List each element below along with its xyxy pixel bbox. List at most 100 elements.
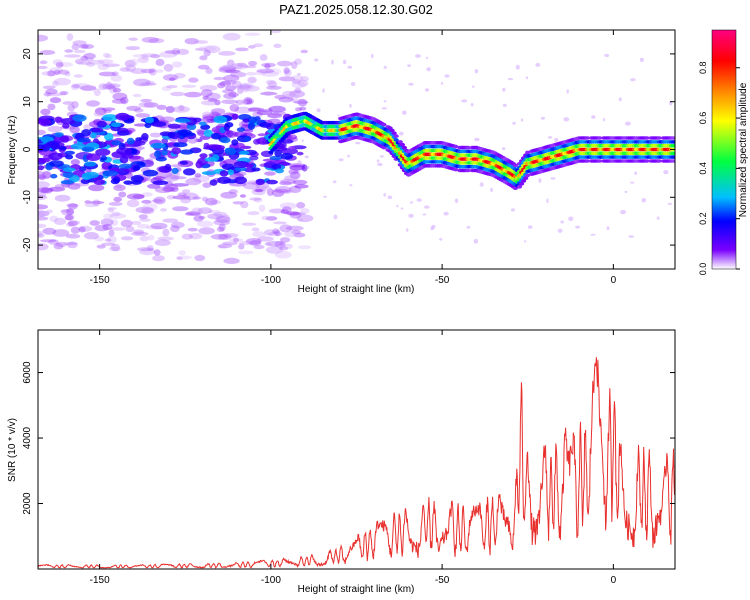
heatmap-cell	[618, 97, 622, 102]
heatmap-cell	[155, 69, 164, 73]
heatmap-cell	[216, 226, 225, 232]
heatmap-cell	[76, 61, 92, 65]
heatmap-cell	[291, 61, 298, 69]
heatmap-cells	[38, 30, 675, 264]
heatmap-cell	[405, 228, 409, 232]
heatmap-cell	[137, 224, 150, 229]
heatmap-cell	[263, 242, 272, 247]
heatmap-cell	[107, 207, 117, 210]
colorbar-label: Normalized spectral amplitude	[738, 82, 749, 217]
heatmap-cell	[264, 91, 273, 96]
heatmap-cell	[108, 246, 121, 252]
heatmap-cell	[244, 98, 255, 105]
heatmap-cell	[443, 211, 449, 216]
heatmap-cell	[221, 80, 237, 85]
heatmap-cell	[159, 51, 177, 58]
heatmap-cell	[280, 209, 289, 215]
heatmap-cell	[113, 176, 121, 184]
heatmap-cell	[267, 113, 282, 119]
heatmap-cell	[393, 138, 399, 142]
heatmap-cell	[133, 230, 144, 235]
heatmap-cell	[97, 63, 110, 71]
heatmap-cell	[399, 142, 405, 147]
heatmap-cell	[67, 220, 79, 227]
heatmap-cell	[141, 133, 149, 141]
heatmap-cell	[140, 68, 155, 74]
heatmap-cell	[185, 177, 202, 186]
heatmap-cell	[180, 196, 192, 204]
heatmap-cell	[62, 101, 74, 105]
heatmap-cell	[624, 190, 628, 194]
heatmap-cell	[188, 232, 203, 240]
heatmap-cell	[83, 124, 91, 131]
heatmap-cell	[201, 196, 209, 202]
heatmap-cell	[171, 183, 189, 187]
heatmap-cell	[219, 81, 232, 87]
heatmap-cell	[285, 211, 300, 216]
heatmap-cell	[84, 202, 98, 208]
heatmap-cell	[151, 121, 167, 127]
heatmap-cell	[288, 168, 299, 175]
heatmap-cell	[471, 85, 475, 88]
heatmap-cell	[277, 60, 293, 67]
heatmap-cell	[218, 233, 232, 240]
figure-title: PAZ1.2025.058.12.30.G02	[279, 2, 433, 17]
heatmap-cell	[42, 85, 56, 90]
heatmap-cell	[98, 83, 108, 91]
heatmap-cell	[204, 197, 218, 206]
heatmap-cell	[201, 111, 213, 119]
heatmap-cell	[213, 76, 225, 81]
x-tick-label: -50	[435, 575, 450, 586]
heatmap-cell	[77, 137, 91, 143]
heatmap-cell	[54, 69, 61, 75]
heatmap-cell	[134, 123, 148, 127]
heatmap-cell	[516, 185, 523, 189]
heatmap-cell	[165, 106, 175, 113]
heatmap-cell	[584, 159, 590, 163]
heatmap-cell	[199, 153, 208, 159]
heatmap-cell	[397, 140, 403, 144]
heatmap-cell	[671, 159, 675, 163]
heatmap-cell	[285, 225, 304, 231]
heatmap-cell	[225, 147, 237, 156]
heatmap-cell	[512, 163, 519, 168]
heatmap-cell	[333, 214, 338, 220]
heatmap-cell	[192, 196, 201, 200]
heatmap-cell	[400, 207, 404, 210]
heatmap-cell	[119, 156, 129, 164]
heatmap-cell	[198, 215, 206, 220]
heatmap-cell	[271, 163, 282, 170]
heatmap-cell	[554, 137, 559, 142]
heatmap-cell	[195, 47, 208, 51]
heatmap-cell	[52, 229, 70, 237]
heatmap-cell	[38, 158, 51, 163]
heatmap-cell	[89, 200, 105, 205]
heatmap-cell	[294, 184, 309, 189]
heatmap-cell	[135, 113, 150, 118]
heatmap-cell	[72, 40, 87, 46]
heatmap-cell	[60, 91, 67, 96]
heatmap-cell	[444, 74, 450, 78]
heatmap-cell	[316, 108, 321, 113]
heatmap-cell	[292, 132, 296, 138]
heatmap-cell	[98, 71, 117, 77]
heatmap-cell	[201, 100, 219, 106]
heatmap-cell	[264, 68, 282, 75]
heatmap-cell	[231, 139, 239, 146]
heatmap-cell	[597, 136, 603, 140]
heatmap-cell	[38, 187, 54, 193]
heatmap-cell	[383, 100, 387, 103]
x-tick-label: -50	[435, 275, 450, 286]
heatmap-cell	[100, 155, 107, 161]
heatmap-cell	[289, 211, 302, 219]
heatmap-cell	[107, 235, 117, 243]
heatmap-cell	[164, 174, 180, 182]
heatmap-cell	[323, 195, 327, 198]
heatmap-cell	[202, 182, 212, 188]
heatmap-cell	[267, 80, 278, 88]
heatmap-cell	[42, 227, 57, 235]
heatmap-cell	[401, 145, 407, 150]
heatmap-cell	[47, 103, 56, 111]
heatmap-cell	[299, 106, 307, 111]
